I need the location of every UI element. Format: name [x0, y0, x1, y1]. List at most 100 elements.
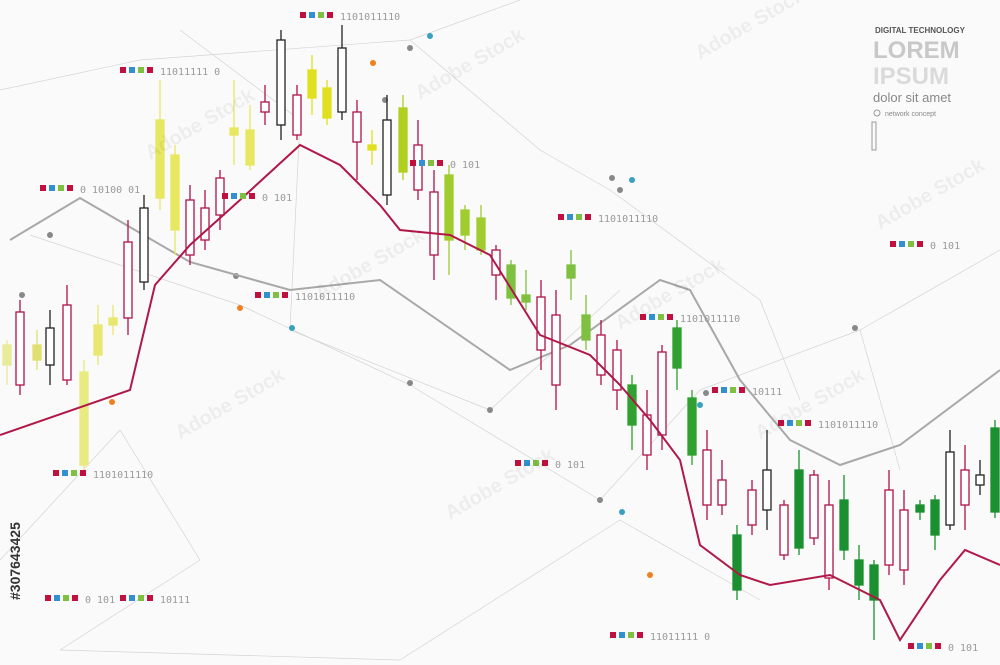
color-square [249, 193, 255, 199]
candle-body [260, 101, 270, 113]
color-square [273, 292, 279, 298]
node [19, 292, 25, 298]
candle-body [352, 111, 362, 143]
node [697, 402, 703, 408]
candle-body [79, 371, 89, 466]
color-square [138, 595, 144, 601]
trend-line-gray [9, 196, 1000, 467]
color-square [667, 314, 673, 320]
color-square [658, 314, 664, 320]
color-square [908, 643, 914, 649]
color-square [240, 193, 246, 199]
node [370, 60, 376, 66]
color-square [890, 241, 896, 247]
candle-body [960, 469, 970, 506]
node [619, 509, 625, 515]
candle-body [155, 119, 165, 199]
candle-body [809, 474, 819, 539]
binary-label: 10111 [160, 595, 190, 606]
color-square [585, 214, 591, 220]
color-square [610, 632, 616, 638]
color-square [255, 292, 261, 298]
candle-body [551, 314, 561, 386]
binary-label: 1101011110 [93, 470, 153, 481]
binary-label: 1101011110 [340, 12, 400, 23]
candle-body [429, 191, 439, 256]
candle-body [307, 69, 317, 99]
candle-body [779, 504, 789, 556]
candle-body [945, 451, 955, 526]
color-square [62, 470, 68, 476]
node [597, 497, 603, 503]
color-square [80, 470, 86, 476]
candle-body [884, 489, 894, 566]
color-square [533, 460, 539, 466]
brand-icon [873, 109, 881, 117]
color-square [120, 67, 126, 73]
node [237, 305, 243, 311]
brand-kicker: DIGITAL TECHNOLOGY [875, 26, 966, 35]
candle-body [185, 199, 195, 256]
candle-body [915, 504, 925, 513]
candle-body [382, 119, 392, 196]
node [47, 232, 53, 238]
candle-body [687, 397, 697, 456]
binary-label: 0 101 [948, 643, 978, 654]
color-square [282, 292, 288, 298]
color-square [917, 241, 923, 247]
candle-body [292, 94, 302, 136]
color-square [515, 460, 521, 466]
candle-body [521, 294, 531, 303]
candle-body [732, 534, 742, 591]
node [427, 33, 433, 39]
candle-body [170, 154, 180, 231]
binary-label: 0 101 [262, 193, 292, 204]
color-square [54, 595, 60, 601]
color-square [649, 314, 655, 320]
color-square [796, 420, 802, 426]
color-square [778, 420, 784, 426]
candle-body [460, 209, 470, 236]
color-square [53, 470, 59, 476]
node [647, 572, 653, 578]
color-square [40, 185, 46, 191]
binary-labels: 1101011110 11011111 0 0 10100 01 0 101 0 101… [40, 12, 978, 654]
color-square [49, 185, 55, 191]
color-square [637, 632, 643, 638]
candle-body [123, 241, 133, 319]
color-square [120, 595, 126, 601]
binary-label: 0 101 [930, 241, 960, 252]
node [407, 380, 413, 386]
node [617, 187, 623, 193]
color-square [935, 643, 941, 649]
candle-body [15, 311, 25, 386]
candle-body [930, 499, 940, 536]
binary-label: 0 101 [450, 160, 480, 171]
color-square [730, 387, 736, 393]
candle-body [322, 87, 332, 119]
color-square [129, 595, 135, 601]
color-square [45, 595, 51, 601]
node [852, 325, 858, 331]
color-square [628, 632, 634, 638]
color-square [300, 12, 306, 18]
binary-label: 1101011110 [295, 292, 355, 303]
color-square [410, 160, 416, 166]
color-square [567, 214, 573, 220]
candle-body [657, 351, 667, 436]
binary-label: 11011111 0 [650, 632, 710, 643]
candle-body [854, 559, 864, 586]
color-square [222, 193, 228, 199]
binary-label: 11011111 0 [160, 67, 220, 78]
candle-body [62, 304, 72, 381]
candle-body [476, 217, 486, 251]
candle-body [444, 174, 454, 241]
node [629, 177, 635, 183]
color-square [428, 160, 434, 166]
color-square [558, 214, 564, 220]
brand-title: IPSUM [873, 63, 949, 90]
color-square [309, 12, 315, 18]
